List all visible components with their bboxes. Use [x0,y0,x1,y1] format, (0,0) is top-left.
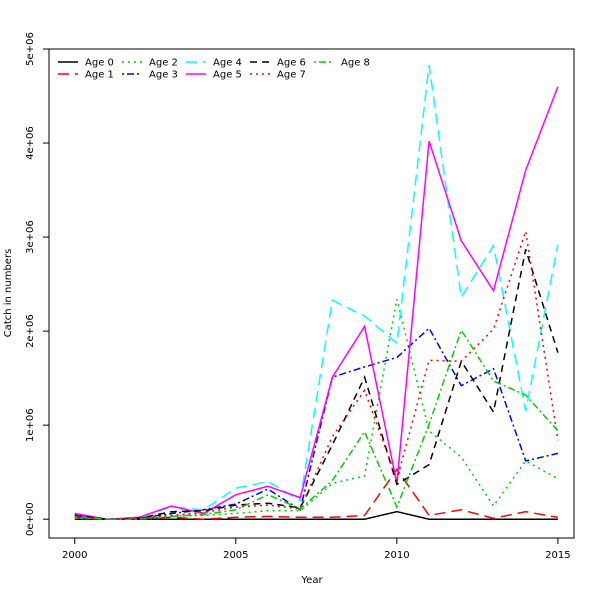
y-tick-label: 2e+06 [25,314,36,348]
series-line-age-0 [74,510,558,520]
x-tick-label: 2005 [223,550,248,561]
legend-label-age-4: Age 4 [213,58,242,69]
legend-label-age-5: Age 5 [213,70,242,81]
series-line-age-1 [74,468,559,520]
series-line-age-5 [74,86,559,520]
series-line-age-6 [74,249,559,520]
series-line-age-4 [74,64,559,520]
series-line-age-2 [74,298,559,520]
legend-label-age-0: Age 0 [85,58,114,69]
legend-label-age-7: Age 7 [277,70,306,81]
legend-label-age-6: Age 6 [277,58,306,69]
x-axis-title: Year [300,575,323,586]
y-tick-label: 1e+06 [25,408,36,442]
series-line-age-3 [74,327,559,520]
y-axis-title: Catch in numbers [3,249,14,338]
legend-label-age-3: Age 3 [149,70,178,81]
y-tick-label: 3e+06 [25,220,36,254]
plot-frame [48,48,575,539]
y-tick-label: 4e+06 [25,126,36,160]
y-tick-label: 0e+00 [25,502,36,536]
x-tick-label: 2000 [62,550,87,561]
series-layer [74,64,559,520]
x-axis: 2000 2005 2010 2015 [62,538,571,561]
legend-label-age-8: Age 8 [341,58,370,69]
legend: Age 0 Age 2 Age 4 Age 6 Age 8 Age 1 Age 3 Age 5… [58,58,370,81]
x-tick-label: 2015 [545,550,570,561]
legend-label-age-1: Age 1 [85,70,114,81]
legend-label-age-2: Age 2 [149,58,178,69]
y-tick-label: 5e+06 [25,32,36,66]
series-line-age-8 [74,328,559,520]
y-axis: 0e+00 1e+06 2e+06 3e+06 4e+06 5e+06 [25,32,49,536]
x-tick-label: 2010 [384,550,409,561]
